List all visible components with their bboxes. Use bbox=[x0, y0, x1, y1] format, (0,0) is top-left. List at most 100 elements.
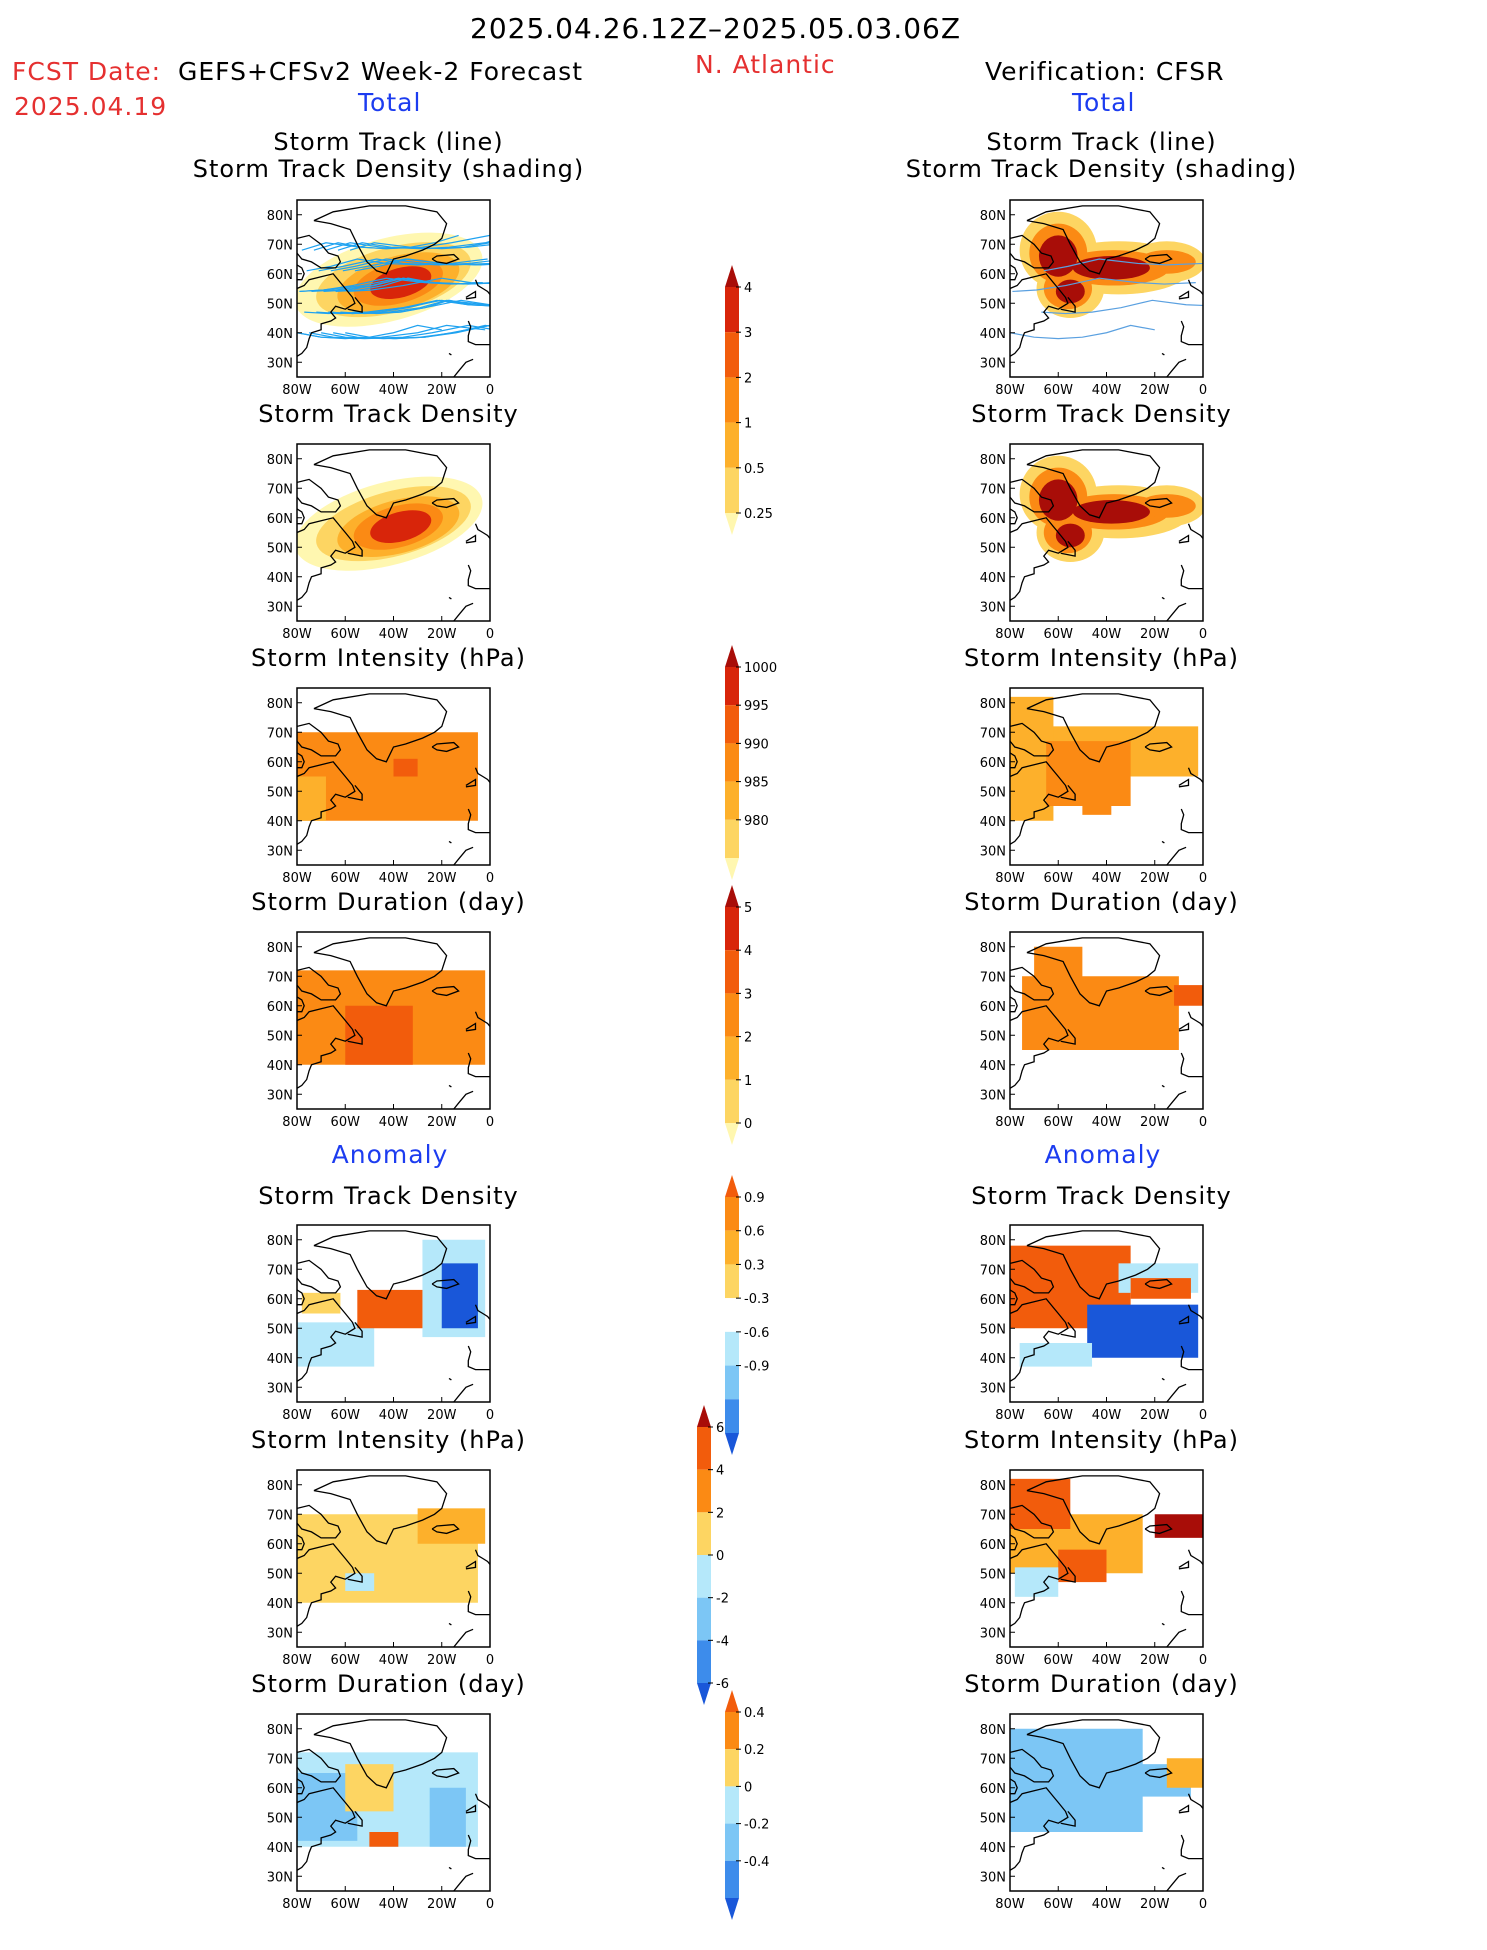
coastline bbox=[1010, 1787, 1069, 1871]
storm-track-line bbox=[330, 258, 490, 272]
coastline bbox=[431, 1767, 460, 1779]
coastline bbox=[313, 1230, 448, 1300]
lat-tick-label: 60N bbox=[980, 512, 1006, 527]
coastline bbox=[1180, 320, 1203, 346]
lat-tick-label: 70N bbox=[267, 726, 293, 741]
lat-tick-label: 60N bbox=[980, 268, 1006, 283]
lat-tick-label: 50N bbox=[267, 541, 293, 556]
lon-tick-label: 80W bbox=[282, 1897, 312, 1912]
lat-tick-label: 50N bbox=[267, 1811, 293, 1826]
lat-tick-label: 50N bbox=[980, 1029, 1006, 1044]
colorbar-tick-label: 4 bbox=[716, 1464, 724, 1479]
coastline bbox=[474, 1793, 490, 1809]
storm-track-line bbox=[354, 258, 490, 272]
colorbar-tick-label: 2 bbox=[744, 371, 752, 386]
colorbar-density_anomaly: 0.9 0.6 0.3 -0.3 -0.6 -0.9 bbox=[725, 1175, 769, 1455]
lon-tick-label: 80W bbox=[282, 871, 312, 886]
colorbar-tick-label: 6 bbox=[716, 1421, 724, 1436]
right-panel-title-1: Storm Track (line) bbox=[986, 128, 1217, 156]
lon-tick-label: 40W bbox=[1092, 871, 1122, 886]
coastline bbox=[474, 523, 490, 539]
right-map-panel-6: 80N 70N 60N 50N 40N 30N 80W 60W 40W 20W 0 bbox=[980, 1469, 1207, 1668]
left-panel-title-6: Storm Intensity (hPa) bbox=[251, 1426, 526, 1454]
grid-cell-block bbox=[1154, 1514, 1203, 1538]
colorbar-segment bbox=[725, 1230, 739, 1265]
coastline bbox=[448, 352, 452, 356]
colorbar-segment bbox=[725, 332, 739, 378]
colorbar-segment bbox=[725, 950, 739, 994]
right-panel-title-5: Storm Track Density bbox=[971, 1182, 1232, 1210]
grid-cell-block bbox=[1082, 773, 1112, 815]
lon-tick-label: 60W bbox=[331, 1897, 361, 1912]
lat-tick-label: 50N bbox=[267, 1322, 293, 1337]
lat-tick-label: 60N bbox=[980, 1782, 1006, 1797]
lon-tick-label: 60W bbox=[1044, 1897, 1074, 1912]
lon-tick-label: 60W bbox=[331, 383, 361, 398]
coastline bbox=[1060, 540, 1076, 557]
right-map-panel-1: 80N 70N 60N 50N 40N 30N 80W 60W 40W 20W 0 bbox=[980, 199, 1207, 398]
lon-tick-label: 40W bbox=[1092, 1115, 1122, 1130]
lon-tick-label: 40W bbox=[1092, 383, 1122, 398]
coastline bbox=[1187, 767, 1203, 783]
lon-tick-label: 0 bbox=[486, 1408, 494, 1423]
coastline bbox=[313, 693, 448, 763]
coastline bbox=[448, 840, 452, 844]
coastline bbox=[347, 540, 363, 557]
coastline bbox=[313, 1475, 448, 1545]
coastline bbox=[1180, 1590, 1203, 1616]
coastline bbox=[1060, 1028, 1076, 1045]
colorbar-segment bbox=[697, 1469, 711, 1513]
grid-cell-block bbox=[1058, 1549, 1107, 1583]
colorbar-segment bbox=[725, 1036, 739, 1080]
lat-tick-label: 70N bbox=[267, 1263, 293, 1278]
coastline bbox=[1060, 1810, 1076, 1827]
coastline bbox=[1010, 1778, 1018, 1795]
coastline bbox=[297, 722, 342, 757]
lat-tick-label: 30N bbox=[267, 844, 293, 859]
coastline bbox=[297, 273, 356, 357]
colorbar-segment bbox=[697, 1597, 711, 1641]
lat-tick-label: 40N bbox=[267, 327, 293, 342]
grid-cell-block bbox=[297, 1322, 375, 1367]
lon-tick-label: 80W bbox=[995, 871, 1025, 886]
colorbar-segment bbox=[725, 705, 739, 744]
period-title: 2025.04.26.12Z–2025.05.03.06Z bbox=[470, 12, 962, 45]
coastline bbox=[347, 1321, 363, 1338]
left-map-panel-7: 80N 70N 60N 50N 40N 30N 80W 60W 40W 20W 0 bbox=[267, 1713, 494, 1912]
coastline bbox=[1060, 784, 1076, 801]
coastline bbox=[467, 808, 490, 834]
left-panel-title-1: Storm Track (line) bbox=[273, 128, 504, 156]
storm-track-line bbox=[1043, 258, 1203, 272]
lon-tick-label: 40W bbox=[379, 627, 409, 642]
grid-cell-block bbox=[1014, 1567, 1059, 1597]
lat-tick-label: 80N bbox=[267, 209, 293, 224]
lon-tick-label: 0 bbox=[1199, 1115, 1207, 1130]
coastline bbox=[431, 985, 460, 997]
coastline bbox=[1166, 1628, 1187, 1647]
coastline bbox=[1166, 1383, 1187, 1402]
coastline bbox=[347, 1566, 363, 1583]
coastline bbox=[1187, 1549, 1203, 1565]
coastline bbox=[1144, 1278, 1173, 1290]
lat-tick-label: 40N bbox=[267, 1352, 293, 1367]
lon-tick-label: 40W bbox=[379, 1897, 409, 1912]
colorbar-segment bbox=[697, 1555, 711, 1598]
coastline bbox=[1010, 1005, 1069, 1089]
coastline bbox=[1010, 966, 1055, 1001]
colorbar-tick-label: -0.4 bbox=[744, 1855, 769, 1870]
coastline bbox=[313, 1719, 448, 1789]
lon-tick-label: 40W bbox=[379, 1115, 409, 1130]
left-map-panel-4: 80N 70N 60N 50N 40N 30N 80W 60W 40W 20W 0 bbox=[267, 931, 494, 1130]
left-map-panel-1: 80N 70N 60N 50N 40N 30N 80W 60W 40W 20W 0 bbox=[267, 199, 494, 398]
right-map-panel-3: 80N 70N 60N 50N 40N 30N 80W 60W 40W 20W 0 bbox=[980, 687, 1207, 886]
coastline bbox=[1166, 846, 1187, 865]
lon-tick-label: 40W bbox=[379, 383, 409, 398]
lat-tick-label: 60N bbox=[980, 756, 1006, 771]
coastline bbox=[347, 1810, 363, 1827]
coastline bbox=[474, 767, 490, 783]
lat-tick-label: 30N bbox=[980, 1381, 1006, 1396]
colorbar-tick-label: 0.2 bbox=[744, 1743, 765, 1758]
colorbar-segment bbox=[725, 1860, 739, 1898]
coastline bbox=[1178, 778, 1190, 788]
lat-tick-label: 30N bbox=[267, 600, 293, 615]
